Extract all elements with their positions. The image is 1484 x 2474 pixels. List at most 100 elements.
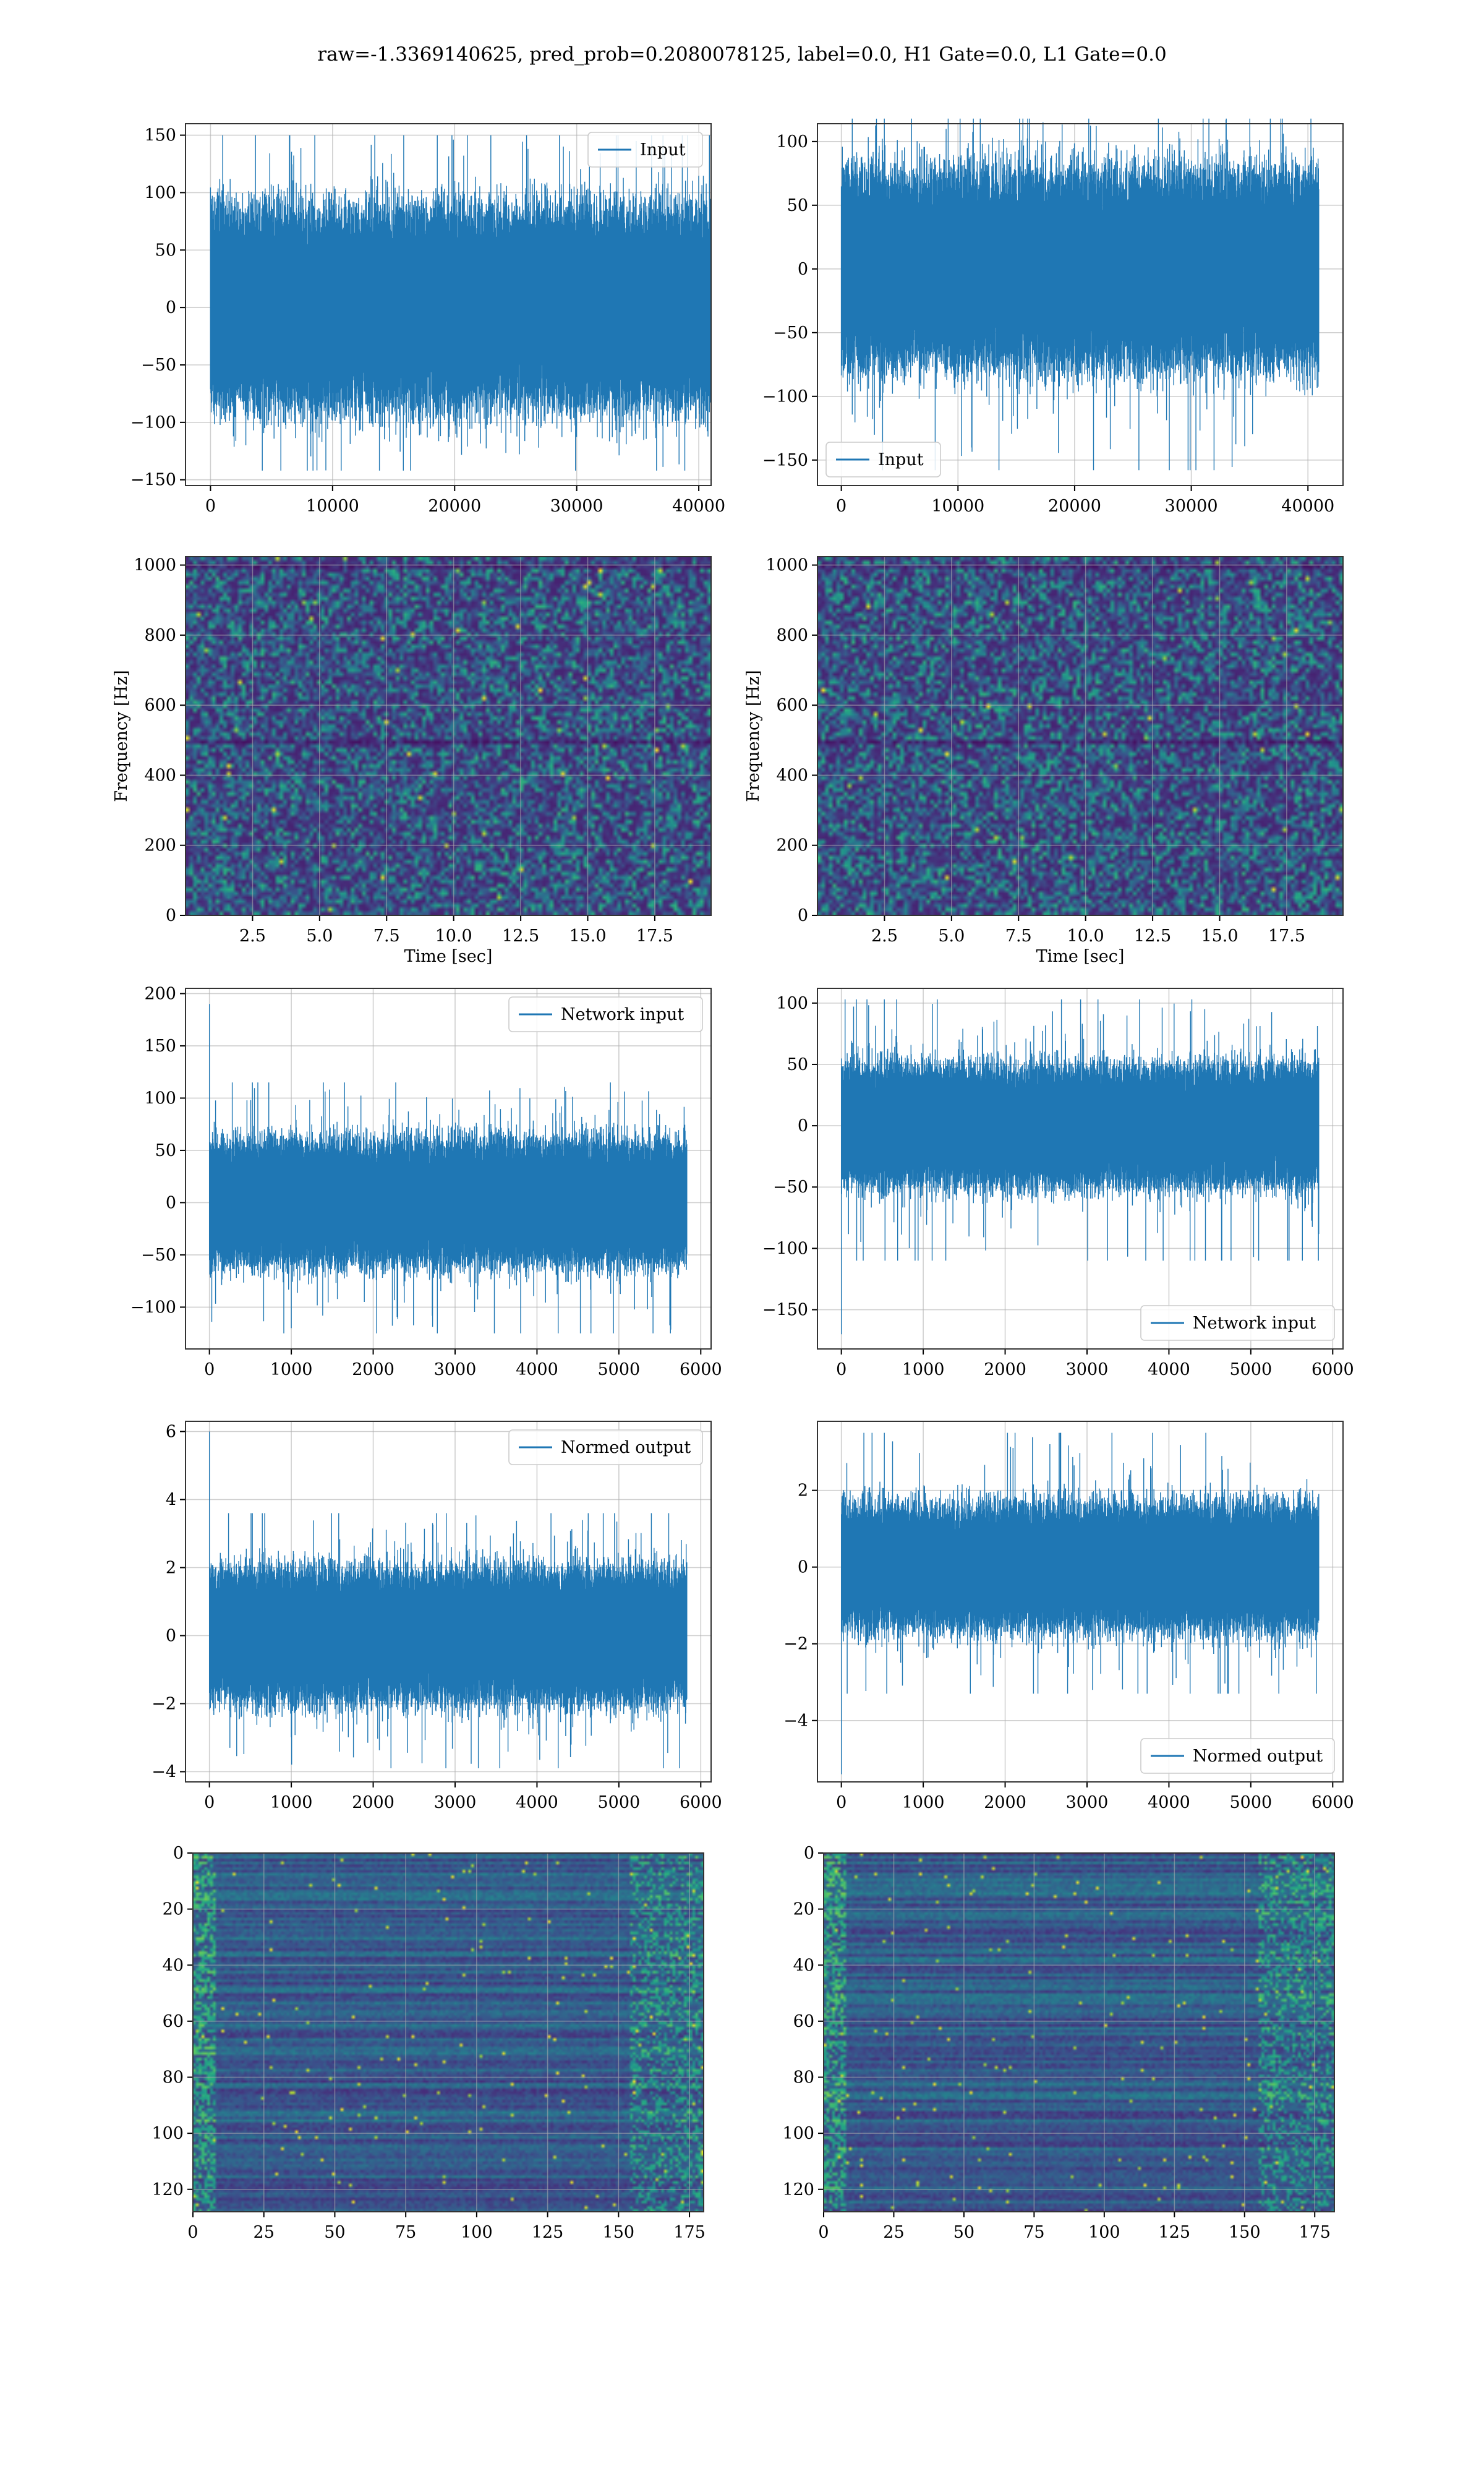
h1-spectrogram-ytick-label: 200 [144,836,176,855]
h1-network-input-ytick-label: 50 [155,1141,176,1160]
h1-spectrogram-ticks: 2.5 5.0 7.5 10.0 12.5 15.0 17.5 0 200 400 600 800 10… [134,556,673,946]
h1-normed-output-xtick-label: 2000 [352,1793,394,1812]
l1-normed-output-xtick-label: 6000 [1311,1793,1354,1812]
h1-spectrogram-plot: 2.5 5.0 7.5 10.0 12.5 15.0 17.5 0 200 400 600 800 10… [112,556,712,966]
l1-network-input-frame [817,988,1344,1350]
h1-input-legend-label: Input [640,140,686,160]
l1-spectrogram-xtick-label: 5.0 [938,927,965,946]
h1-input-xtick-label: 20000 [428,497,481,516]
l1-normed-output-legend-label: Normed output [1193,1747,1323,1766]
l1-feature-map-xtick-label: 175 [1298,2223,1331,2242]
l1-feature-map-ytick-label: 20 [793,1900,814,1919]
l1-network-input-ytick-label: 50 [787,1055,808,1074]
l1-network-input-plot: 0 1000 2000 3000 4000 5000 6000 −150 −100 −50 0 50 1… [762,988,1354,1379]
l1-spectrogram-ytick-label: 600 [776,696,808,715]
h1-network-input-ticks: 0 1000 2000 3000 4000 5000 6000 −100 −50 0 50 100 15… [130,984,722,1379]
h1-spectrogram-ytick-label: 600 [144,696,176,715]
figure-title: raw=-1.3369140625, pred_prob=0.208007812… [317,43,1167,66]
h1-normed-output-legend-box [508,1429,703,1465]
h1-spectrogram-ylabel: Frequency [Hz] [112,670,131,802]
h1-input-ytick-label: 100 [144,183,176,202]
l1-normed-output-xtick-label: 0 [836,1793,846,1812]
l1-input-series-line [840,118,1320,471]
l1-spectrogram-plot: 2.5 5.0 7.5 10.0 12.5 15.0 17.5 0 200 400 600 800 10… [744,556,1344,966]
l1-normed-output-xtick-label: 1000 [902,1793,945,1812]
l1-feature-map-heatmap-image [824,1853,1334,2212]
h1-normed-output-ytick-label: 0 [166,1627,176,1646]
h1-normed-output-xtick-label: 4000 [516,1793,558,1812]
l1-input-frame [817,123,1344,486]
h1-normed-output-legend-label: Normed output [561,1438,691,1457]
h1-normed-output-ytick-label: 2 [166,1559,176,1578]
h1-spectrogram-ytick-label: 1000 [134,556,176,575]
l1-spectrogram-xtick-label: 15.0 [1201,927,1238,946]
l1-input-xtick-label: 20000 [1048,497,1101,516]
l1-input-xtick-label: 10000 [931,497,984,516]
h1-input-xtick-label: 10000 [306,497,359,516]
l1-spectrogram-heatmap-image [817,557,1343,915]
l1-input-ytick-label: −100 [762,387,808,406]
h1-normed-output-xtick-label: 6000 [680,1793,722,1812]
h1-feature-map-heatmap-image [193,1853,704,2212]
h1-feature-map-ytick-label: 80 [163,2068,184,2087]
l1-feature-map-plot: 0 25 50 75 100 125 150 175 0 20 40 60 80 100 120 [782,1844,1335,2242]
l1-feature-map-xtick-label: 50 [953,2223,974,2242]
l1-network-input-xtick-label: 5000 [1230,1360,1273,1379]
h1-input-ytick-label: −100 [130,413,176,432]
h1-feature-map-ytick-label: 0 [173,1844,184,1863]
l1-network-input-xtick-label: 2000 [984,1360,1026,1379]
l1-spectrogram-ytick-label: 200 [776,836,808,855]
h1-spectrogram-ytick-label: 800 [144,626,176,645]
l1-normed-output-legend-box [1140,1738,1335,1774]
l1-normed-output-legend: Normed output [1140,1738,1335,1774]
l1-spectrogram-xtick-label: 7.5 [1005,927,1032,946]
l1-input-xtick-label: 0 [836,497,846,516]
h1-spectrogram-ytick-label: 400 [144,766,176,785]
l1-network-input-legend: Network input [1140,1305,1335,1341]
h1-spectrogram-grid [186,557,711,916]
h1-spectrogram-frame [185,556,712,916]
h1-feature-map-xtick-label: 175 [673,2223,706,2242]
h1-spectrogram-xtick-label: 2.5 [239,927,266,946]
l1-network-input-legend-box [1140,1305,1335,1341]
l1-network-input-xtick-label: 4000 [1148,1360,1190,1379]
h1-input-legend-box [587,132,703,168]
h1-network-input-xtick-label: 5000 [598,1360,641,1379]
h1-normed-output-ticks: 0 1000 2000 3000 4000 5000 6000 −4 −2 0 2 4 6 [151,1423,722,1813]
l1-normed-output-plot: 0 1000 2000 3000 4000 5000 6000 −4 −2 0 2 Normed ou… [783,1421,1354,1812]
h1-network-input-ytick-label: 200 [144,984,176,1003]
l1-feature-map-xtick-label: 0 [818,2223,829,2242]
h1-input-ytick-label: −150 [130,471,176,490]
l1-network-input-xtick-label: 0 [836,1360,846,1379]
l1-network-input-xtick-label: 6000 [1311,1360,1354,1379]
l1-feature-map-ytick-label: 60 [793,2012,814,2031]
l1-spectrogram-frame [817,556,1344,916]
h1-normed-output-ytick-label: −4 [151,1763,176,1782]
h1-feature-map-xtick-label: 150 [603,2223,635,2242]
h1-feature-map-plot: 0 25 50 75 100 125 150 175 0 20 40 60 80 100 120 [151,1844,705,2242]
l1-network-input-ytick-label: 100 [776,994,808,1013]
h1-spectrogram-xtick-label: 10.0 [435,927,472,946]
l1-network-input-legend-label: Network input [1193,1314,1316,1333]
l1-spectrogram-ylabel: Frequency [Hz] [744,670,763,802]
l1-normed-output-xtick-label: 3000 [1066,1793,1109,1812]
l1-network-input-ytick-label: −100 [762,1239,808,1258]
h1-feature-map-xtick-label: 125 [532,2223,564,2242]
h1-input-xtick-label: 30000 [550,497,603,516]
l1-feature-map-frame [823,1852,1335,2212]
l1-normed-output-ytick-label: −2 [783,1635,808,1654]
l1-network-input-xtick-label: 1000 [902,1360,945,1379]
h1-input-series-line [210,135,711,471]
h1-normed-output-ytick-label: 6 [166,1423,176,1442]
h1-normed-output-xtick-label: 3000 [434,1793,477,1812]
l1-normed-output-ticks: 0 1000 2000 3000 4000 5000 6000 −4 −2 0 2 [783,1481,1354,1812]
h1-network-input-ytick-label: −100 [130,1298,176,1317]
l1-input-legend-label: Input [878,450,924,469]
l1-feature-map-ytick-label: 120 [782,2180,814,2199]
l1-input-ytick-label: 100 [776,132,808,152]
l1-normed-output-series-line [841,1432,1320,1774]
l1-feature-map-xtick-label: 100 [1088,2223,1120,2242]
l1-network-input-ytick-label: 0 [798,1116,808,1136]
h1-normed-output-ytick-label: −2 [151,1695,176,1714]
